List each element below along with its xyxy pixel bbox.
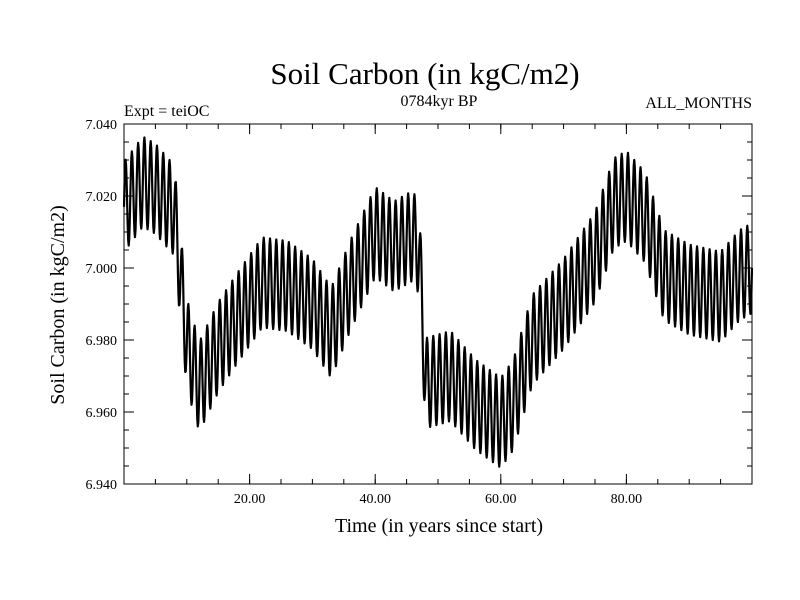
x-tick-label: 20.00 xyxy=(234,492,266,507)
period-label: 0784kyr BP xyxy=(401,93,478,110)
y-tick-label: 6.980 xyxy=(86,334,118,349)
y-tick-label: 7.020 xyxy=(86,190,118,205)
y-tick-label: 7.000 xyxy=(86,262,118,277)
axis-ticks: 20.00 40.00 60.00 80.00 6.940 6.960 6.980 7.000… xyxy=(86,118,753,507)
plot-frame xyxy=(123,123,753,485)
experiment-label: Expt = teiOC xyxy=(124,103,209,120)
y-tick-label: 7.040 xyxy=(86,118,118,133)
soil-carbon-line xyxy=(122,136,754,468)
x-tick-label: 80.00 xyxy=(611,492,643,507)
months-label: ALL_MONTHS xyxy=(645,95,752,112)
y-axis-label: Soil Carbon (in kgC/m2) xyxy=(47,205,69,404)
y-tick-label: 6.940 xyxy=(86,478,118,493)
chart-title: Soil Carbon (in kgC/m2) xyxy=(270,56,579,91)
x-axis-label: Time (in years since start) xyxy=(335,515,543,537)
x-tick-label: 60.00 xyxy=(485,492,517,507)
x-tick-label: 40.00 xyxy=(359,492,391,507)
y-tick-label: 6.960 xyxy=(86,406,118,421)
